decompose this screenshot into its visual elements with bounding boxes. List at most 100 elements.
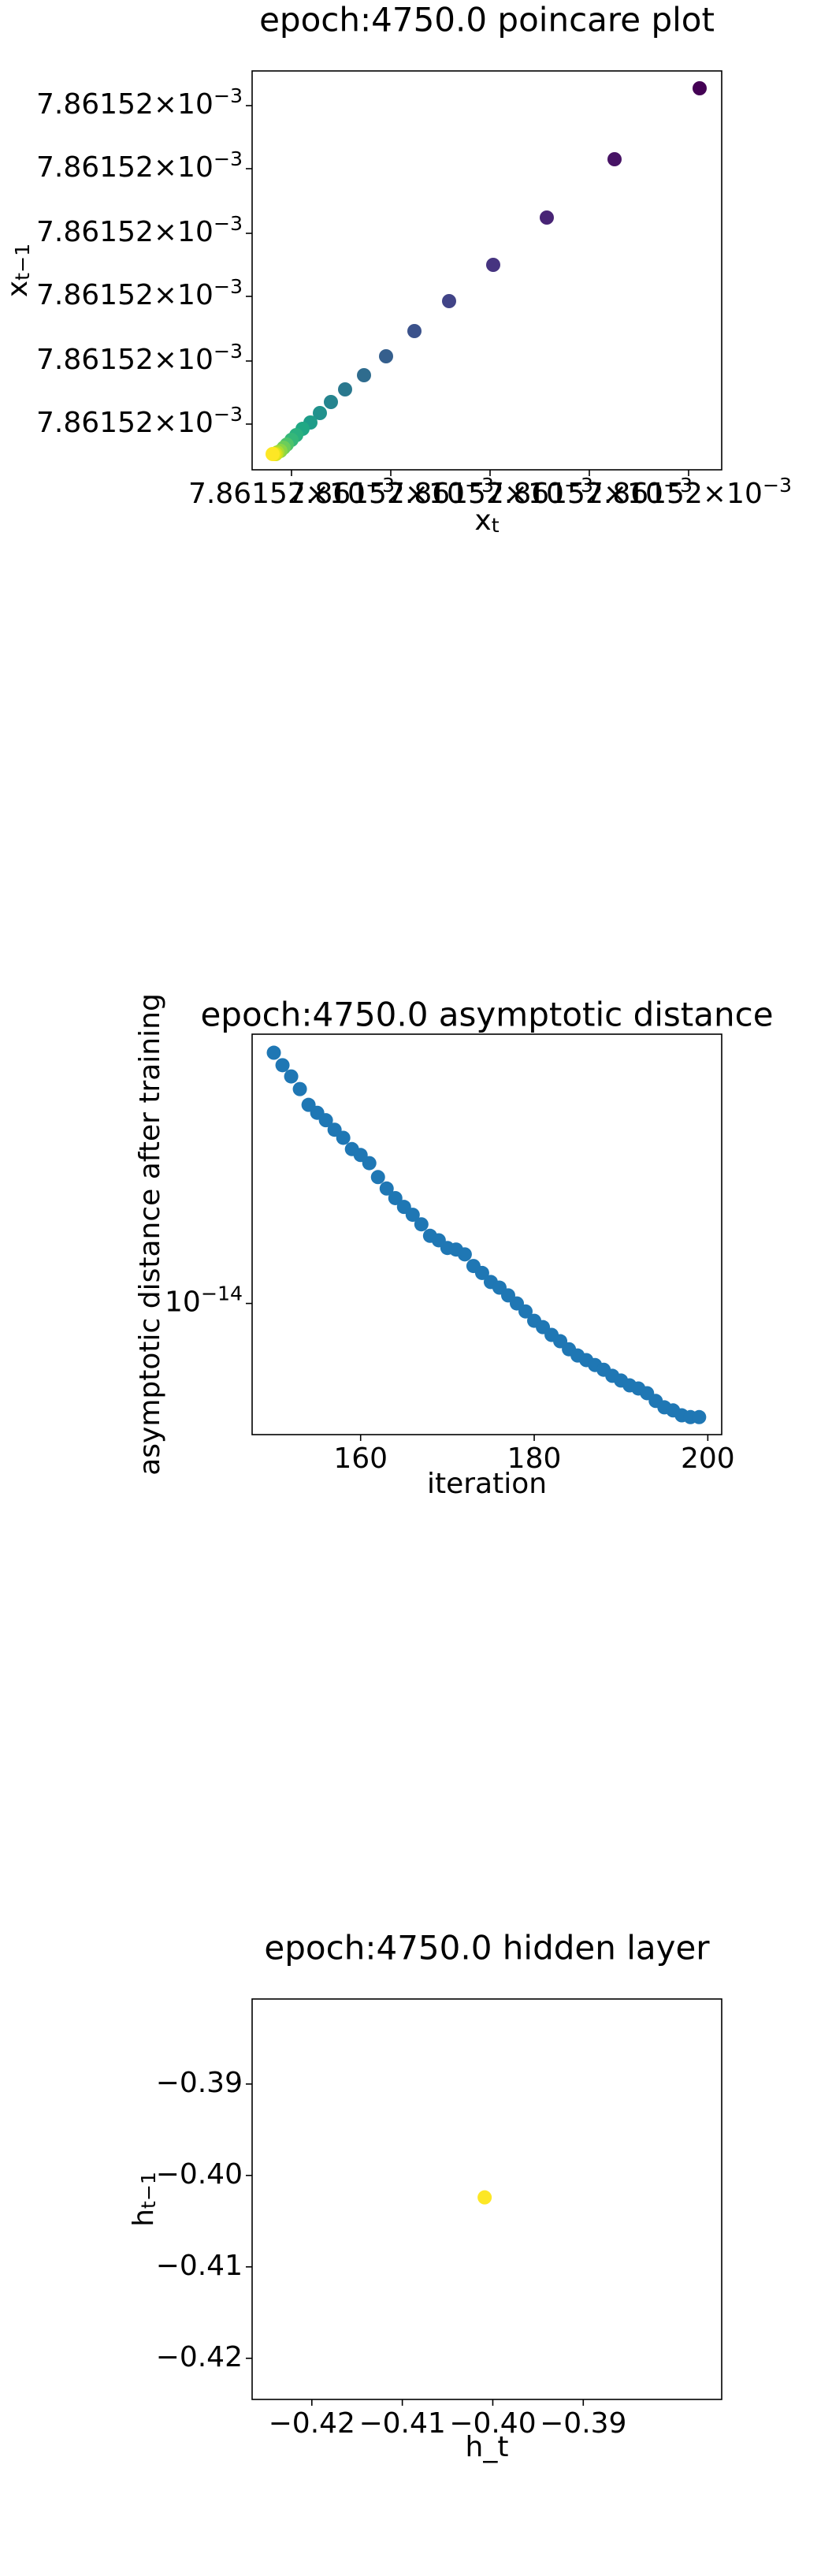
y-tick-label-main: −0.41 <box>156 2250 243 2282</box>
y-tick-label: 7.86152×10−3 <box>36 340 243 376</box>
y-tick-label-main: −0.39 <box>156 2067 243 2099</box>
y-tick-label: −0.41 <box>156 2250 243 2282</box>
x-tick-label: 7.86152×10−3 <box>288 474 494 510</box>
point <box>405 1208 420 1223</box>
x-tick-label-sup: −3 <box>663 474 693 497</box>
x-tick-label: 160 <box>333 1442 388 1475</box>
point <box>539 210 554 225</box>
y-axis-label-main: h <box>128 2209 160 2227</box>
point <box>474 1265 489 1280</box>
y-axis-label-main: asymptotic distance after training <box>134 993 166 1476</box>
point <box>312 406 327 420</box>
y-tick-label-sup: −14 <box>201 1282 243 1305</box>
y-axis-label-sub: t−1 <box>137 2172 160 2209</box>
point <box>356 368 371 383</box>
y-tick-label-sup: −3 <box>214 403 243 426</box>
x-tick-label: 7.86152×10−3 <box>585 474 792 510</box>
x-tick-label-main: 7.86152×10 <box>387 478 564 510</box>
point <box>338 382 353 396</box>
y-axis-label: ht−1 <box>128 2172 160 2227</box>
y-axis-label-main: x <box>2 281 34 297</box>
point <box>370 1170 385 1185</box>
x-tick-label-main: 7.86152×10 <box>486 478 663 510</box>
x-tick-label-main: 7.86152×10 <box>585 478 763 510</box>
y-tick-label-main: −0.42 <box>156 2341 243 2373</box>
point <box>379 1181 394 1196</box>
point <box>692 1409 707 1424</box>
x-tick-label: −0.39 <box>540 2407 626 2440</box>
x-axis-label: h_t <box>466 2431 509 2463</box>
y-tick-label-sup: −3 <box>214 275 243 298</box>
x-tick-label-main: −0.40 <box>449 2407 536 2440</box>
y-tick-label-main: 7.86152×10 <box>36 407 214 439</box>
y-tick-label: −0.42 <box>156 2341 243 2373</box>
x-tick-label: −0.42 <box>269 2407 355 2440</box>
y-axis-label-sub: t−1 <box>11 244 34 281</box>
x-tick-label-sup: −3 <box>564 474 593 497</box>
point <box>477 2190 492 2205</box>
y-tick-label-main: 7.86152×10 <box>36 151 214 184</box>
point <box>323 395 338 410</box>
y-tick-label-main: 7.86152×10 <box>36 216 214 248</box>
point <box>414 1217 429 1232</box>
y-tick-label-sup: −3 <box>214 340 243 363</box>
plot-frame <box>251 70 722 471</box>
x-tick-label-sup: −3 <box>763 474 792 497</box>
x-tick-label-main: −0.41 <box>358 2407 445 2440</box>
x-tick-label: 7.86152×10−3 <box>486 474 693 510</box>
y-tick-label-main: 7.86152×10 <box>36 88 214 121</box>
point <box>336 1130 351 1145</box>
x-axis-label: xt <box>474 504 499 537</box>
point <box>407 324 422 339</box>
x-axis-label-sub: t <box>492 514 500 537</box>
plot-frame <box>251 1998 722 2400</box>
x-tick-label: 7.86152×10−3 <box>387 474 593 510</box>
y-tick-label: −0.40 <box>156 2158 243 2191</box>
x-tick-label-main: 7.86152×10 <box>188 478 366 510</box>
y-axis-label: asymptotic distance after training <box>134 993 166 1476</box>
point <box>318 1113 333 1128</box>
x-tick-label-main: −0.42 <box>269 2407 355 2440</box>
x-axis-label-main: iteration <box>427 1468 547 1500</box>
point <box>266 447 280 461</box>
chart-title: epoch:4750.0 hidden layer <box>264 1929 710 1967</box>
y-axis-label: xt−1 <box>2 244 34 297</box>
point <box>692 81 707 96</box>
y-tick-label: 7.86152×10−3 <box>36 212 243 248</box>
y-tick-label: 10−14 <box>165 1282 243 1318</box>
y-tick-label: 7.86152×10−3 <box>36 403 243 439</box>
x-axis-label-main: h_t <box>466 2431 509 2463</box>
x-tick-label: 180 <box>507 1442 562 1475</box>
chart-title: epoch:4750.0 asymptotic distance <box>200 996 773 1034</box>
point <box>442 294 456 309</box>
point <box>607 151 622 166</box>
x-axis-label-main: x <box>474 504 491 537</box>
y-tick-label-main: 10 <box>165 1286 201 1319</box>
point <box>292 1081 307 1096</box>
point <box>378 348 393 363</box>
point <box>518 1304 533 1319</box>
x-tick-label-main: −0.39 <box>540 2407 626 2440</box>
point <box>275 1058 290 1073</box>
y-tick-label-main: 7.86152×10 <box>36 279 214 311</box>
x-tick-label: 200 <box>681 1442 735 1475</box>
y-tick-label-main: 7.86152×10 <box>36 344 214 376</box>
y-tick-label: −0.39 <box>156 2067 243 2099</box>
x-tick-label: −0.40 <box>449 2407 536 2440</box>
y-tick-label: 7.86152×10−3 <box>36 147 243 184</box>
x-tick-label: 7.86152×10−3 <box>188 474 395 510</box>
plot-frame <box>251 1033 722 1435</box>
y-tick-label-sup: −3 <box>214 84 243 107</box>
point <box>388 1190 403 1205</box>
x-tick-label-sup: −3 <box>465 474 494 497</box>
y-tick-label-sup: −3 <box>214 147 243 170</box>
x-tick-label-sup: −3 <box>366 474 395 497</box>
x-tick-label: −0.41 <box>358 2407 445 2440</box>
y-tick-label-sup: −3 <box>214 212 243 235</box>
point <box>362 1156 377 1171</box>
point <box>266 1045 281 1060</box>
x-tick-label-main: 7.86152×10 <box>288 478 465 510</box>
x-axis-label: iteration <box>427 1468 547 1500</box>
